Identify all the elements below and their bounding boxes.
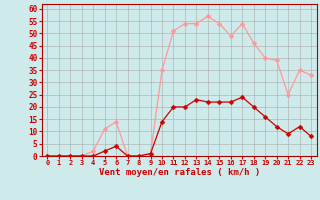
X-axis label: Vent moyen/en rafales ( km/h ): Vent moyen/en rafales ( km/h ): [99, 168, 260, 177]
